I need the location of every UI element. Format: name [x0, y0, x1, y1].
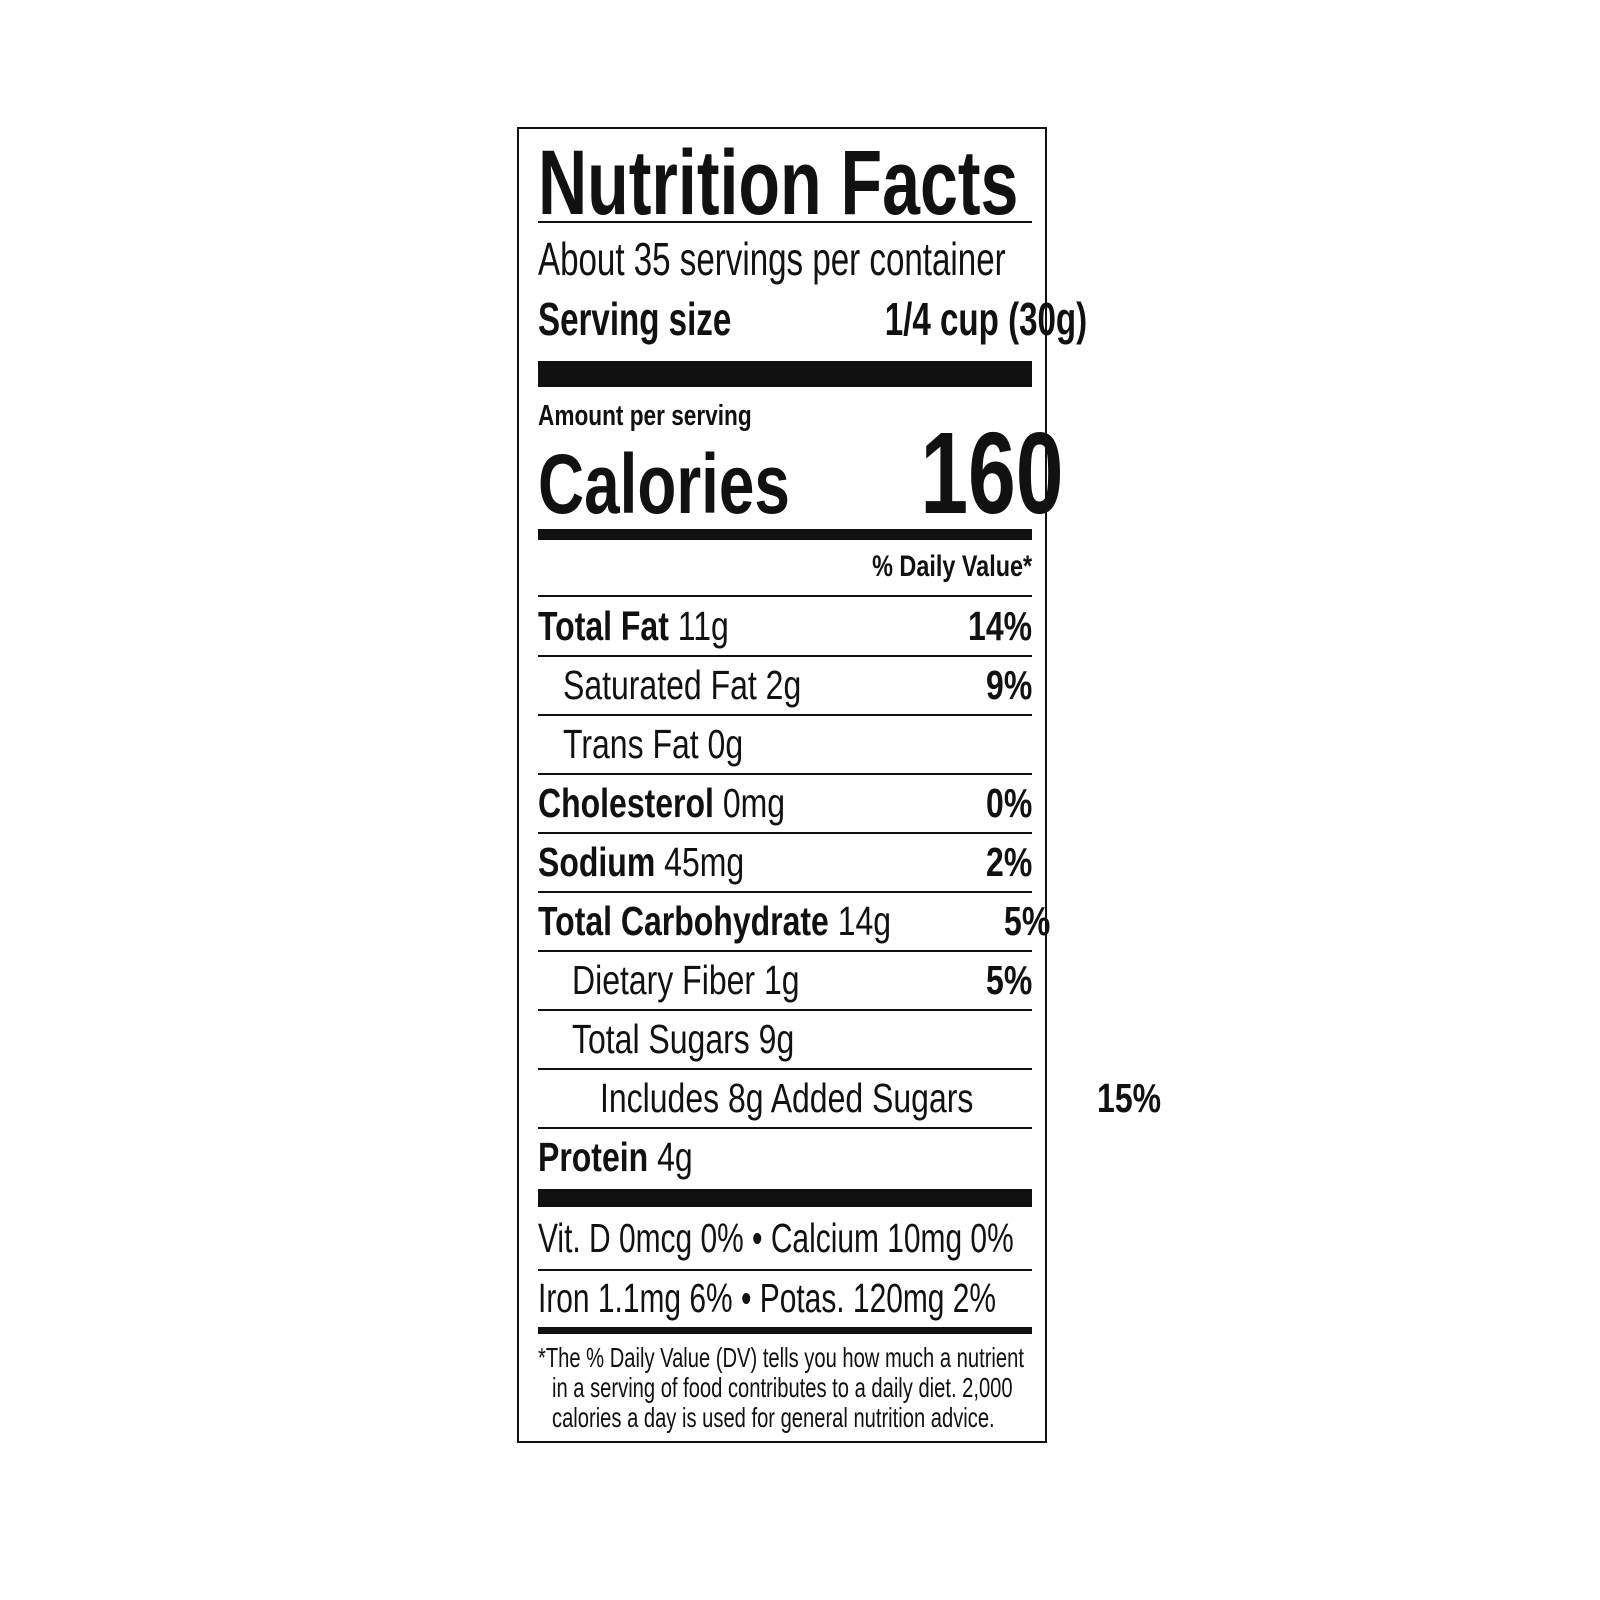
calories-value: 160 — [919, 408, 1064, 538]
thick-divider — [538, 1189, 1032, 1207]
serving-size-row: Serving size 1/4 cup (30g) — [538, 293, 1088, 345]
medium-divider — [538, 529, 1032, 540]
nutrient-daily-value: 0% — [985, 780, 1032, 826]
nutrient-amount: 14g — [837, 898, 892, 944]
nutrient-name: Protein — [538, 1134, 649, 1180]
nutrient-name: Total Sugars — [572, 1016, 750, 1062]
nutrient-amount: 2g — [765, 662, 802, 708]
vitamin-row: Iron 1.1mg 6% • Potas. 120mg 2% — [538, 1275, 997, 1321]
nutrient-name: Includes 8g Added Sugars — [600, 1075, 974, 1121]
nutrient-row: Sodium 45mg 2% — [538, 833, 1032, 892]
nutrient-name: Total Fat — [538, 603, 669, 649]
medium-divider — [538, 1327, 1032, 1334]
nutrient-daily-value: 2% — [985, 839, 1032, 885]
nutrient-amount: 1g — [763, 957, 800, 1003]
divider — [538, 832, 1032, 834]
calories-label: Calories — [538, 437, 790, 531]
divider — [538, 1009, 1032, 1011]
footnote: *The % Daily Value (DV) tells you how mu… — [538, 1342, 1024, 1433]
nutrient-row: Total Fat 11g 14% — [538, 597, 1032, 656]
nutrient-daily-value: 5% — [985, 957, 1032, 1003]
label-title: Nutrition Facts — [538, 132, 1019, 234]
divider — [538, 221, 1032, 223]
nutrient-daily-value: 9% — [985, 662, 1032, 708]
nutrient-name: Trans Fat — [563, 721, 699, 767]
divider — [538, 655, 1032, 657]
nutrient-row: Includes 8g Added Sugars 15% — [538, 1069, 1161, 1128]
nutrient-row: Cholesterol 0mg 0% — [538, 774, 1032, 833]
daily-value-header: % Daily Value* — [872, 550, 1032, 583]
nutrient-amount: 0mg — [722, 780, 786, 826]
divider — [538, 1269, 1032, 1271]
nutrient-row: Dietary Fiber 1g 5% — [538, 951, 1032, 1010]
nutrient-row: Total Sugars 9g — [538, 1010, 1032, 1069]
nutrient-daily-value: 14% — [967, 603, 1032, 649]
serving-size-value: 1/4 cup (30g) — [885, 293, 1088, 345]
divider — [538, 595, 1032, 597]
nutrient-daily-value: 5% — [1003, 898, 1050, 944]
serving-size-label: Serving size — [538, 293, 732, 345]
nutrient-name: Cholesterol — [538, 780, 714, 826]
nutrient-name: Saturated Fat — [563, 662, 757, 708]
servings-per-container: About 35 servings per container — [538, 233, 1006, 285]
nutrient-row: Total Carbohydrate 14g 5% — [538, 892, 1050, 951]
nutrient-daily-value: 15% — [1096, 1075, 1161, 1121]
nutrient-amount: 45mg — [664, 839, 745, 885]
divider — [538, 1068, 1032, 1070]
nutrient-name: Sodium — [538, 839, 656, 885]
nutrient-row: Saturated Fat 2g 9% — [538, 656, 1032, 715]
nutrient-name: Total Carbohydrate — [538, 898, 829, 944]
calories-row: Calories 160 — [538, 415, 1063, 531]
divider — [538, 773, 1032, 775]
divider — [538, 891, 1032, 893]
divider — [538, 1127, 1032, 1129]
vitamin-row: Vit. D 0mcg 0% • Calcium 10mg 0% — [538, 1215, 1014, 1261]
divider — [538, 714, 1032, 716]
nutrient-row: Trans Fat 0g — [538, 715, 1032, 774]
thick-divider — [538, 361, 1032, 387]
nutrient-amount: 11g — [677, 603, 729, 649]
nutrient-row: Protein 4g — [538, 1128, 1032, 1187]
nutrient-amount: 4g — [657, 1134, 693, 1180]
nutrient-amount: 0g — [707, 721, 744, 767]
amount-per-serving: Amount per serving — [538, 400, 752, 432]
nutrient-name: Dietary Fiber — [572, 957, 756, 1003]
nutrient-amount: 9g — [758, 1016, 795, 1062]
nutrition-facts-label: Nutrition Facts About 35 servings per co… — [517, 127, 1161, 1443]
divider — [538, 950, 1032, 952]
